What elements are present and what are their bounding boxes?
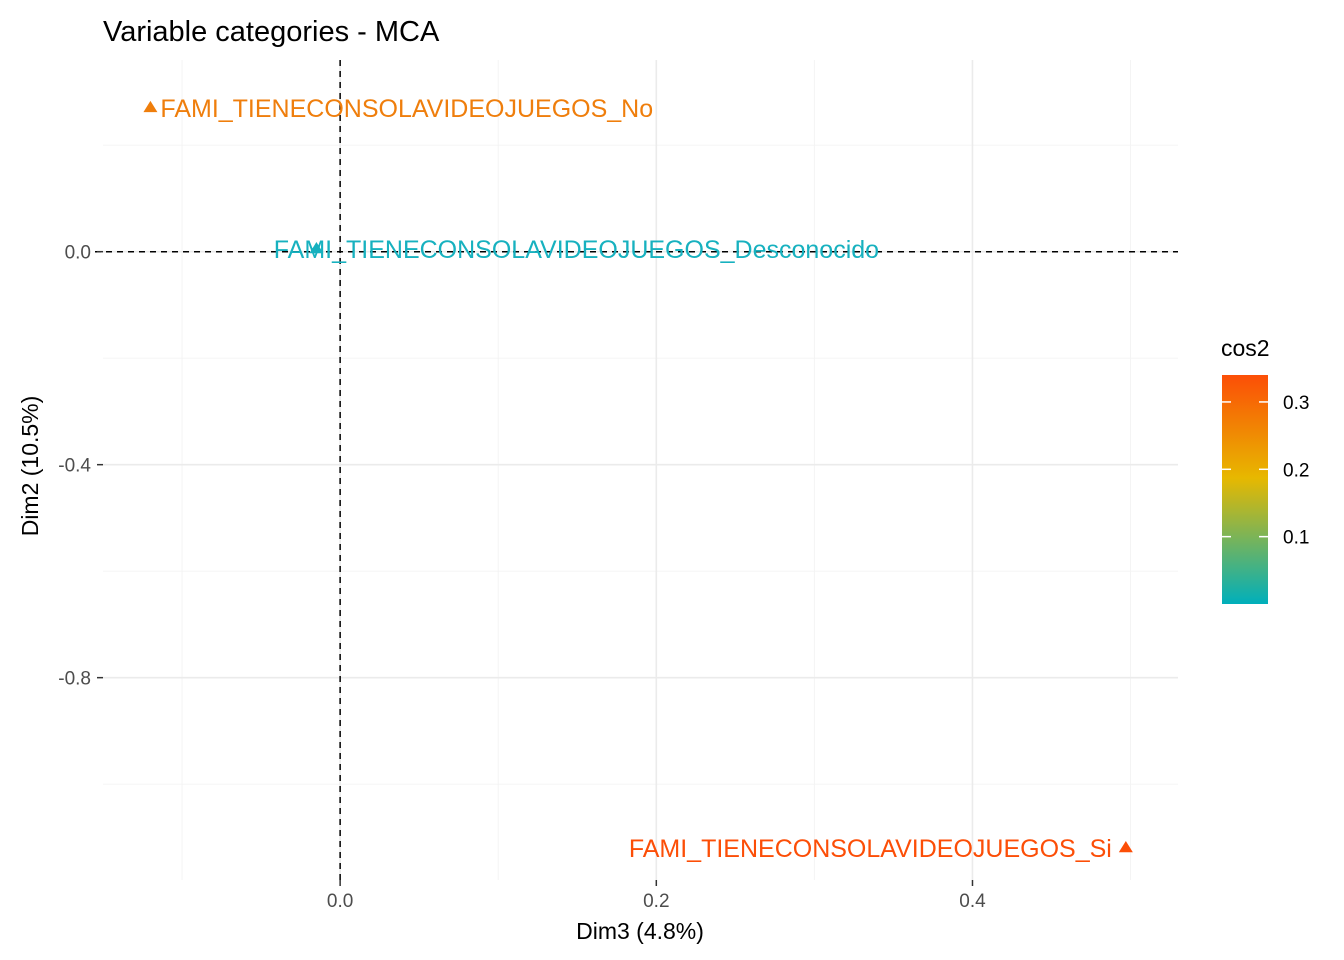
x-tick-label: 0.0 [327,891,353,912]
axis-ticks: 0.0 0.2 0.4 0.0 -0.4 -0.8 [58,243,986,912]
legend-colorbar [1222,375,1268,604]
point-marker [1118,841,1133,853]
data-points: FAMI_TIENECONSOLAVIDEOJUEGOS_No FAMI_TIEN… [143,95,1133,863]
legend-title: cos2 [1221,335,1270,361]
reference-lines [95,60,1178,880]
legend: cos2 0.1 0.2 0.3 [1221,335,1309,604]
chart-title: Variable categories - MCA [103,16,440,48]
point-marker [143,100,158,113]
y-tick-label: -0.8 [58,669,91,690]
legend-ticks: 0.1 0.2 0.3 [1222,393,1309,549]
x-axis-title: Dim3 (4.8%) [576,918,704,944]
legend-tick-label: 0.2 [1283,460,1309,481]
point-label: FAMI_TIENECONSOLAVIDEOJUEGOS_Si [629,835,1112,863]
legend-tick-label: 0.1 [1283,528,1309,549]
point-marker [309,242,324,254]
grid [103,60,1178,880]
x-tick-label: 0.2 [643,891,669,912]
legend-tick-label: 0.3 [1283,393,1309,414]
point-label: FAMI_TIENECONSOLAVIDEOJUEGOS_No [160,95,653,123]
y-tick-label: -0.4 [58,456,91,477]
x-tick-label: 0.4 [959,891,986,912]
y-tick-label: 0.0 [65,243,91,264]
y-axis-title: Dim2 (10.5%) [17,396,43,537]
point-label: FAMI_TIENECONSOLAVIDEOJUEGOS_Desconocido [274,236,879,264]
